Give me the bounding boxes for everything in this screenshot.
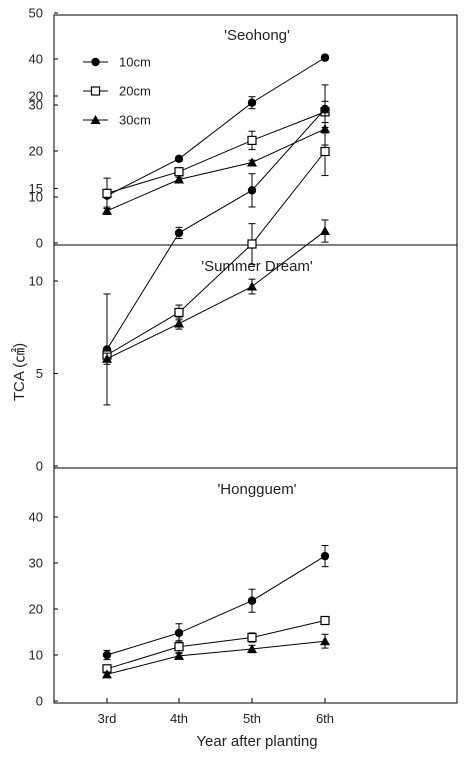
legend-label: 10cm (119, 55, 151, 70)
data-point (320, 636, 330, 646)
y-tick-label: 30 (29, 556, 43, 571)
y-tick-label: 5 (36, 366, 43, 381)
y-tick-label: 40 (29, 510, 43, 525)
panel-title: 'Hongguem' (217, 481, 296, 498)
series-line (106, 620, 326, 670)
y-tick-label: 20 (29, 602, 43, 617)
data-point (320, 104, 330, 114)
legend-entry-10cm: 10cm (83, 55, 151, 70)
x-tick-label: 5th (243, 711, 261, 726)
data-point (320, 226, 330, 236)
data-point (247, 596, 257, 605)
series-line (106, 151, 326, 356)
data-point (174, 628, 184, 638)
data-point (174, 228, 184, 238)
series-30cm (102, 219, 330, 365)
data-point (102, 669, 112, 679)
legend-label: 30cm (119, 113, 151, 128)
data-point (320, 551, 330, 561)
panel-frame (53, 14, 458, 246)
legend: 10cm 20cm 30cm (83, 55, 151, 128)
series-line (106, 128, 326, 212)
data-point (320, 615, 330, 626)
panel-frame (53, 467, 458, 704)
data-point (174, 307, 184, 318)
x-tick-label: 4th (170, 711, 188, 726)
x-tick-label: 6th (316, 711, 334, 726)
series-line (106, 108, 326, 350)
data-point (102, 188, 112, 198)
data-point (247, 98, 257, 107)
panel-frame (53, 244, 458, 469)
data-point (102, 353, 112, 363)
panel-title: 'Seohong' (224, 27, 290, 44)
legend-entry-30cm: 30cm (83, 113, 151, 128)
y-tick-label: 10 (29, 190, 43, 205)
data-point (247, 157, 257, 167)
series-line (106, 111, 326, 194)
data-point (247, 632, 257, 643)
y-axis-label: TCA (㎠) (11, 343, 28, 401)
y-tick-label: 50 (29, 6, 43, 21)
data-point (174, 642, 184, 652)
y-tick-label: 20 (29, 89, 43, 104)
legend-marker (91, 57, 100, 67)
data-point (174, 318, 184, 328)
series-30cm (102, 633, 330, 679)
data-point (320, 53, 330, 62)
y-tick-label: 0 (36, 236, 43, 251)
data-point (102, 650, 112, 660)
legend-entry-20cm: 20cm (83, 84, 151, 99)
series-line (106, 555, 326, 656)
data-point (247, 239, 257, 249)
series-line (106, 57, 326, 197)
y-tick-label: 10 (29, 274, 43, 289)
data-point (247, 281, 257, 291)
data-point (102, 205, 112, 215)
y-tick-label: 40 (29, 52, 43, 67)
series-line (106, 230, 326, 360)
legend-marker (90, 86, 101, 96)
y-tick-label: 0 (36, 459, 43, 474)
data-point (320, 146, 330, 157)
series-10cm (102, 545, 330, 661)
y-tick-label: 15 (29, 181, 43, 196)
data-point (247, 644, 257, 654)
data-point (247, 135, 257, 146)
legend-marker (90, 115, 101, 124)
y-tick-label: 0 (36, 694, 43, 709)
legend-label: 20cm (119, 84, 151, 99)
y-tick-label: 30 (29, 98, 43, 113)
data-point (174, 154, 184, 164)
series-30cm (102, 112, 330, 215)
y-tick-label: 10 (29, 648, 43, 663)
data-point (174, 167, 184, 177)
series-20cm (102, 126, 330, 362)
y-tick-label: 20 (29, 144, 43, 159)
x-tick-label: 3rd (98, 711, 117, 726)
panel-title: 'Summer Dream' (201, 258, 313, 275)
x-axis-label: Year after planting (196, 733, 317, 750)
series-line (106, 640, 326, 675)
series-20cm (102, 615, 330, 674)
data-point (247, 186, 257, 195)
panel-3: 'Hongguem' 0 10 20 30 40 (29, 467, 458, 709)
data-point (174, 174, 184, 184)
data-point (174, 650, 184, 660)
